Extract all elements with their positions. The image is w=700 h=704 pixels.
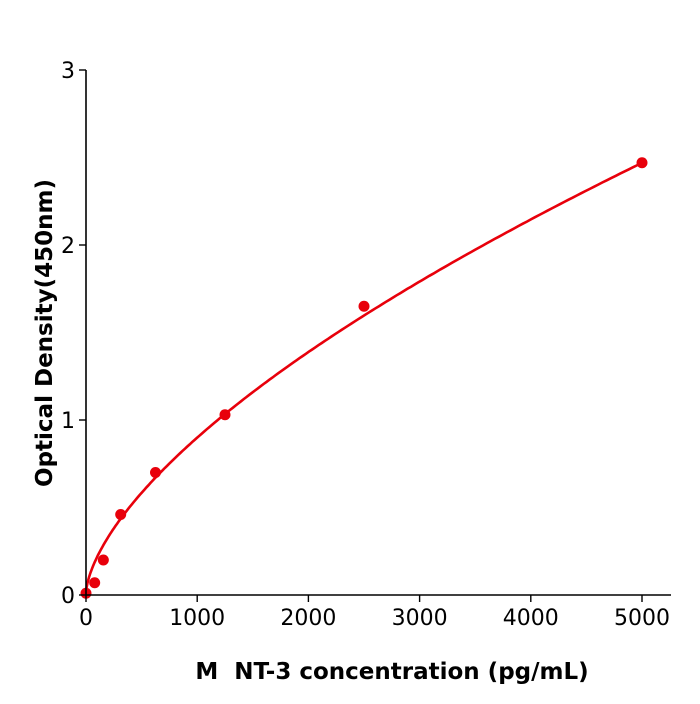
data-point (636, 157, 648, 169)
data-point (150, 467, 161, 478)
x-tick-label: 5000 (614, 606, 670, 631)
x-tick-label: 1000 (169, 606, 225, 631)
data-point (219, 409, 231, 421)
x-axis-label: M NT-3 concentration (pg/mL) (195, 659, 588, 685)
y-tick-label: 2 (61, 234, 75, 259)
data-point (89, 577, 101, 589)
y-tick-label: 0 (61, 584, 75, 609)
x-tick-label: 2000 (280, 606, 336, 631)
x-tick-label: 4000 (503, 606, 559, 631)
y-axis-label: Optical Density(450nm) (32, 179, 58, 487)
x-tick-label: 3000 (392, 606, 448, 631)
x-tick-label: 0 (79, 606, 93, 631)
data-point (358, 300, 370, 312)
y-tick-label: 3 (61, 59, 75, 84)
y-tick-label: 1 (61, 409, 75, 434)
data-point (97, 554, 109, 566)
data-point (115, 509, 127, 520)
fit-curve (84, 161, 643, 594)
